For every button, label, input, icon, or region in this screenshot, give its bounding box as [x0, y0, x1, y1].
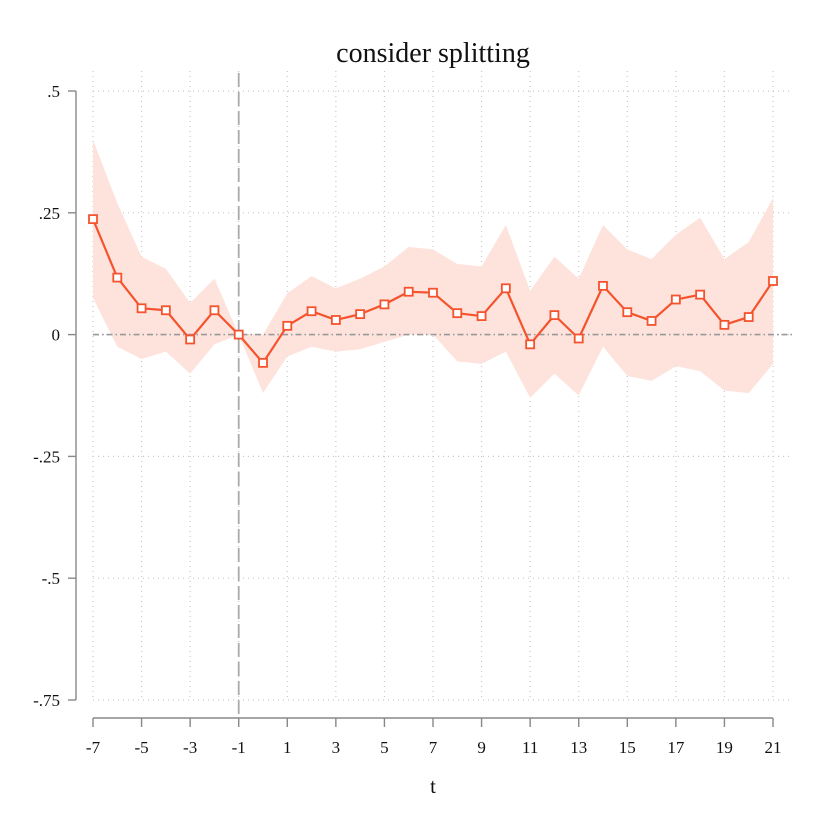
x-tick-label: 13 [570, 738, 587, 757]
confidence-interval-area [93, 139, 773, 398]
data-point [379, 299, 390, 310]
x-tick-label: 5 [380, 738, 389, 757]
data-point [622, 307, 633, 318]
data-point [646, 316, 657, 326]
data-point [258, 357, 268, 368]
data-point [695, 289, 706, 300]
data-point [112, 272, 123, 283]
x-tick-label: 21 [765, 738, 782, 757]
x-tick-label: -3 [183, 738, 197, 757]
reference-lines [93, 73, 793, 718]
data-point [282, 320, 293, 331]
chart-title: consider splitting [336, 38, 530, 69]
y-tick-label: 0 [52, 326, 61, 345]
data-point [525, 339, 536, 350]
x-tick-label: 11 [522, 738, 538, 757]
data-point [88, 214, 98, 225]
axes: .5.250-.25-.5-.75-7 -5 -3 -1 1 3 5 7 9 11 13 15 17 19… [33, 82, 781, 757]
data-point [476, 311, 487, 321]
data-point [185, 334, 196, 345]
y-tick-label: -.75 [33, 691, 60, 710]
x-tick-label: 3 [332, 738, 341, 757]
x-tick-label: 7 [429, 738, 438, 757]
x-tick-label: 17 [667, 738, 685, 757]
x-tick-label: -1 [232, 738, 246, 757]
data-point [136, 303, 147, 314]
x-tick-label: 19 [716, 738, 733, 757]
data-point [573, 333, 584, 344]
y-tick-label: -.5 [42, 569, 60, 588]
data-point [500, 283, 511, 294]
data-point [743, 312, 754, 322]
data-point [330, 315, 341, 325]
x-tick-label: -5 [134, 738, 148, 757]
data-point [233, 329, 244, 340]
data-point [768, 276, 778, 286]
x-tick-label: 9 [477, 738, 486, 757]
data-point [719, 319, 730, 330]
y-tick-label: -.25 [33, 447, 60, 466]
series [88, 214, 778, 368]
data-point [306, 306, 317, 317]
x-tick-label: -7 [86, 738, 101, 757]
data-point [598, 280, 608, 291]
data-point [549, 310, 560, 321]
x-tick-label: 1 [283, 738, 292, 757]
data-point [670, 294, 681, 305]
x-tick-label: 15 [619, 738, 636, 757]
data-point [160, 305, 171, 316]
data-point [355, 309, 366, 320]
data-point [428, 287, 438, 298]
x-axis-label: t [430, 774, 436, 798]
y-tick-label: .25 [39, 204, 60, 223]
data-point [403, 286, 414, 297]
data-point [209, 305, 220, 316]
y-tick-label: .5 [47, 82, 60, 101]
data-point [452, 308, 463, 319]
confidence-band [93, 139, 773, 398]
